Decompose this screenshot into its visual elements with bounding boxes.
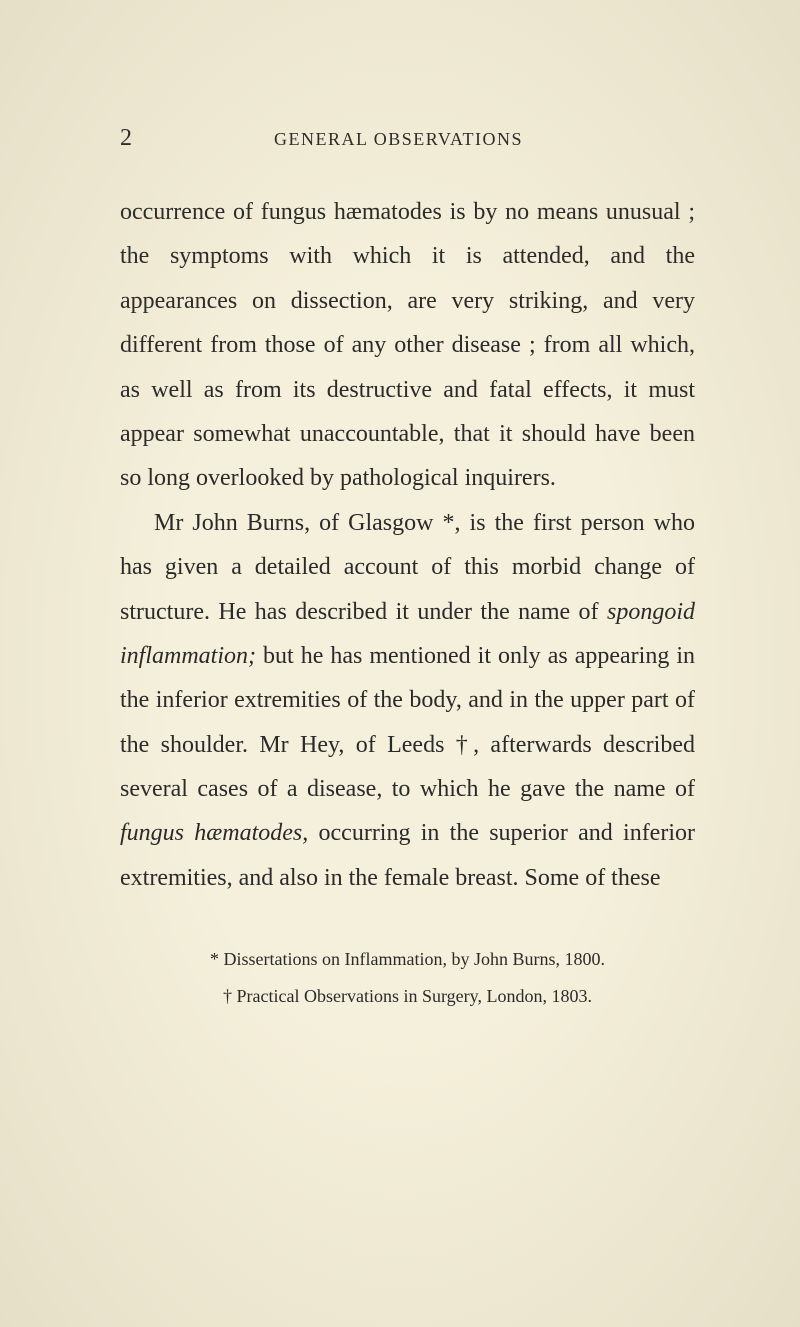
body-text: occurrence of fungus hæmatodes is by no … (120, 190, 695, 900)
footnotes-section: * Dissertations on Inflammation, by John… (120, 944, 695, 1011)
p2-italic-2: fungus hæmatodes, (120, 820, 308, 846)
footnote-1: * Dissertations on Inflammation, by John… (120, 944, 695, 975)
document-page: 2 GENERAL OBSERVATIONS occurrence of fun… (0, 0, 800, 1097)
running-title: GENERAL OBSERVATIONS (102, 129, 695, 150)
paragraph-1: occurrence of fungus hæmatodes is by no … (120, 190, 695, 501)
paragraph-2: Mr John Burns, of Glasgow *, is the firs… (120, 501, 695, 901)
footnote-2: † Practical Observations in Surgery, Lon… (120, 981, 695, 1012)
page-header: 2 GENERAL OBSERVATIONS (120, 125, 695, 152)
